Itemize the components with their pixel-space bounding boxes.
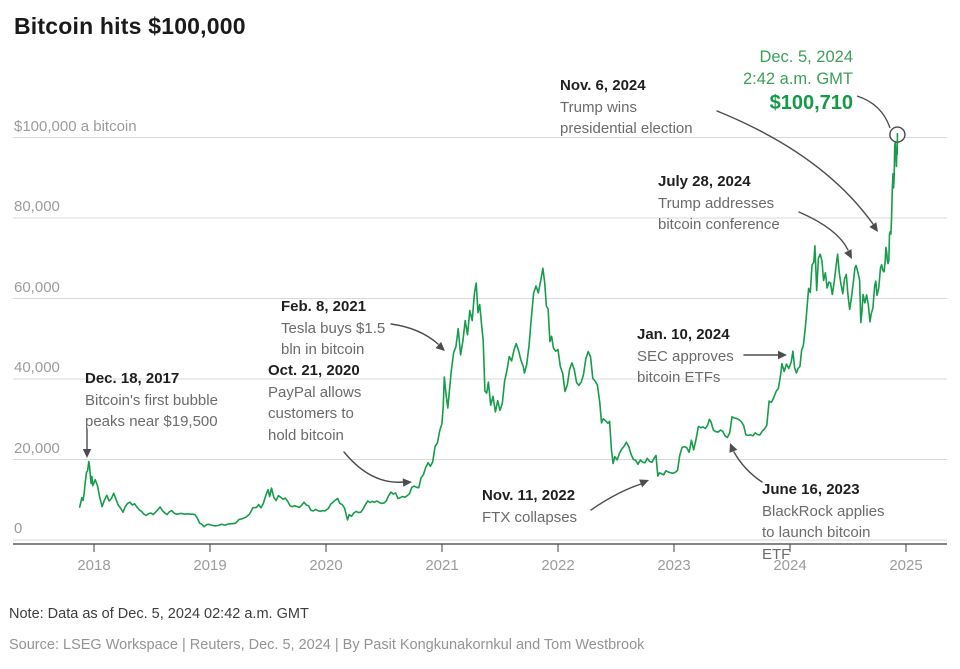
- annotation-arrowhead-feb8: [435, 341, 445, 351]
- chart-title: Bitcoin hits $100,000: [14, 13, 246, 39]
- price-callout: Dec. 5, 2024 2:42 a.m. GMT $100,710: [743, 46, 853, 115]
- callout-date: Dec. 5, 2024: [759, 48, 853, 66]
- annotation-arrowhead-nov11: [639, 479, 649, 488]
- y-axis-label: 80,000: [14, 198, 60, 215]
- annotation-date: Nov. 6, 2024: [560, 77, 646, 94]
- note-text: Note: Data as of Dec. 5, 2024 02:42 a.m.…: [9, 606, 309, 622]
- annotation-text: bln in bitcoin: [281, 341, 365, 358]
- annotation-jul28: July 28, 2024 Trump addresses bitcoin conf…: [658, 171, 780, 236]
- annotation-text: Bitcoin's first bubble: [85, 391, 218, 409]
- annotation-arrow-jun16: [733, 451, 763, 483]
- x-axis-label: 2023: [657, 557, 691, 574]
- annotation-arrow-jul28: [798, 211, 849, 251]
- annotation-nov11: Nov. 11, 2022 FTX collapses: [482, 485, 577, 528]
- annotation-text: PayPal allows: [268, 383, 362, 401]
- source-text: Source: LSEG Workspace | Reuters, Dec. 5…: [9, 637, 645, 653]
- annotation-date: Dec. 18, 2017: [85, 370, 180, 387]
- annotation-arrow-oct21: [343, 451, 405, 483]
- callout-connector: [856, 95, 891, 129]
- x-axis-label: 2021: [425, 557, 459, 574]
- annotation-arrow-nov11: [590, 483, 642, 511]
- y-axis-label: 20,000: [14, 440, 60, 457]
- annotation-arrow-nov6: [716, 110, 874, 225]
- annotation-text: BlackRock applies: [762, 502, 885, 520]
- annotation-oct21: Oct. 21, 2020 PayPal allows customers to ho…: [268, 360, 361, 446]
- annotation-nov6: Nov. 6, 2024 Trump wins presidential elect…: [560, 75, 693, 140]
- annotation-date: June 16, 2023: [762, 481, 860, 498]
- annotation-text: SEC approves: [637, 347, 734, 365]
- annotation-date: July 28, 2024: [658, 173, 751, 190]
- annotation-date: Oct. 21, 2020: [268, 362, 360, 379]
- annotation-date: Feb. 8, 2021: [281, 298, 367, 315]
- annotation-date: Nov. 11, 2022: [482, 487, 576, 504]
- annotation-arrowhead-jun16: [729, 443, 738, 453]
- annotation-text: presidential election: [560, 120, 693, 137]
- annotation-text: customers to: [268, 405, 354, 422]
- x-axis-label: 2022: [541, 557, 575, 574]
- annotation-text: ETF: [762, 545, 791, 563]
- annotation-jun16: June 16, 2023 BlackRock applies to launch …: [762, 479, 885, 565]
- annotation-jan10: Jan. 10, 2024 SEC approves bitcoin ETFs: [637, 324, 734, 389]
- y-axis-label: 40,000: [14, 359, 60, 376]
- annotation-text: peaks near $19,500: [85, 413, 218, 430]
- y-axis-label: 0: [14, 520, 23, 537]
- annotation-text: bitcoin conference: [658, 216, 780, 233]
- annotation-arrowhead-jul28: [844, 249, 852, 259]
- x-axis-label: 2019: [193, 557, 227, 574]
- annotation-arrowhead-dec18: [82, 449, 92, 458]
- x-axis-label: 2018: [77, 557, 111, 574]
- y-axis-label: $100,000 a bitcoin: [14, 118, 137, 135]
- annotation-text: FTX collapses: [482, 508, 578, 526]
- annotation-arrowhead-nov6: [869, 222, 878, 232]
- annotation-text: to launch bitcoin: [762, 524, 871, 541]
- annotation-text: Tesla buys $1.5: [281, 319, 386, 337]
- annotation-text: Trump addresses: [658, 194, 775, 212]
- callout-time: 2:42 a.m. GMT: [742, 70, 853, 88]
- callout-price: $100,710: [769, 92, 853, 114]
- annotation-dec18: Dec. 18, 2017 Bitcoin's first bubble peaks…: [85, 368, 218, 433]
- annotation-arrowhead-jan10: [778, 350, 787, 360]
- annotation-feb8: Feb. 8, 2021 Tesla buys $1.5 bln in bitcoi…: [281, 296, 385, 361]
- x-axis-label: 2024: [773, 557, 807, 574]
- annotation-arrowhead-oct21: [402, 478, 412, 487]
- annotation-text: hold bitcoin: [268, 426, 344, 444]
- x-axis-label: 2025: [889, 557, 923, 574]
- y-axis-label: 60,000: [14, 279, 60, 296]
- annotation-arrow-feb8: [390, 323, 439, 345]
- annotation-text: Trump wins: [560, 98, 637, 116]
- annotation-date: Jan. 10, 2024: [637, 326, 730, 343]
- price-line: [78, 134, 899, 528]
- x-axis-label: 2020: [309, 557, 343, 574]
- annotation-text: bitcoin ETFs: [637, 369, 721, 386]
